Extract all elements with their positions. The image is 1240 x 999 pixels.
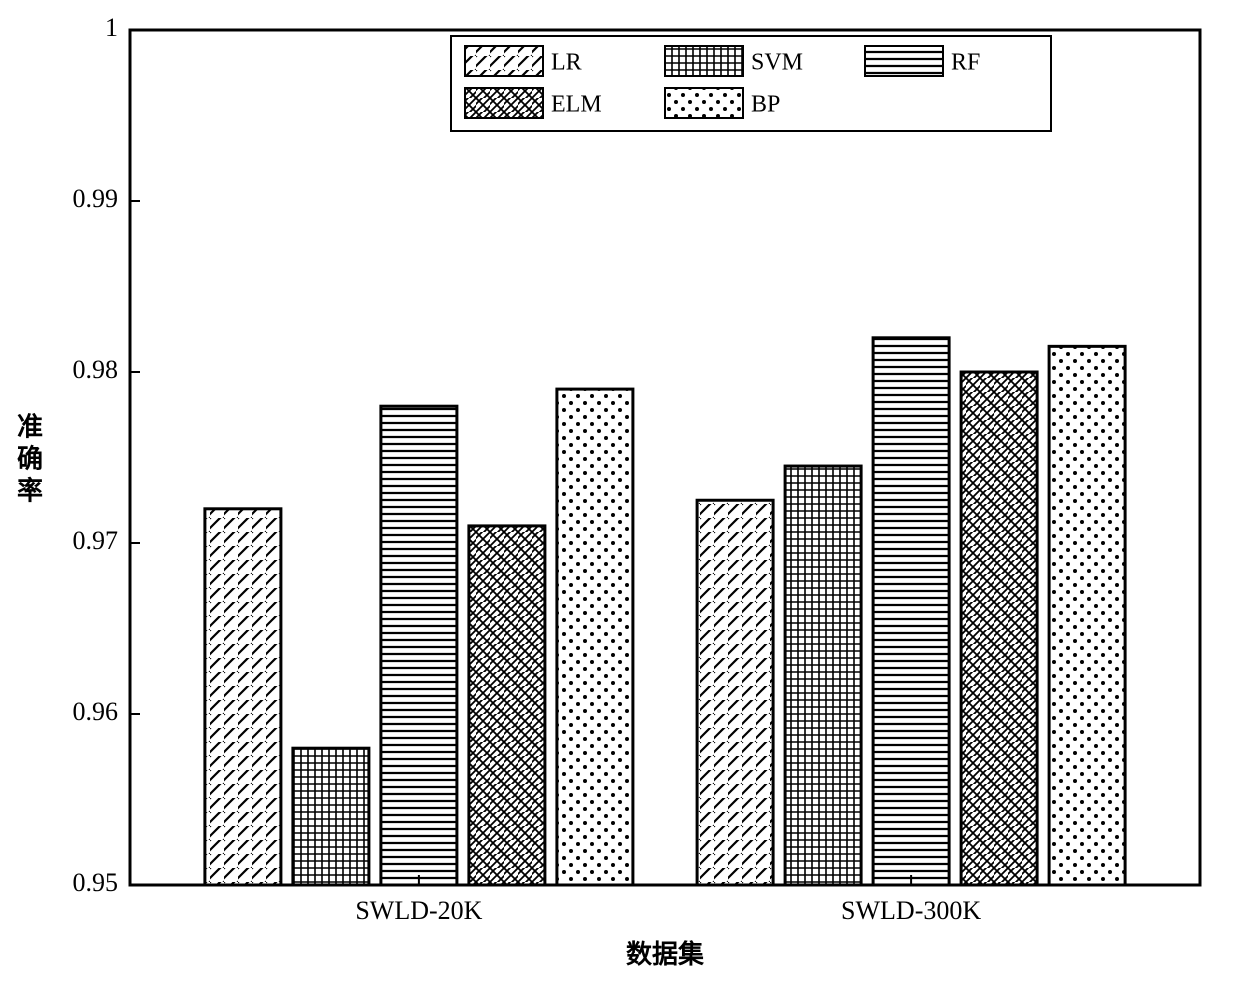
- chart-svg: 0.95 0.96 0.97 0.98 0.99 1 准确率 SWLD-20K SWLD-300…: [0, 0, 1240, 999]
- svg-text:0.96: 0.96: [73, 697, 119, 726]
- svg-text:准: 准: [17, 413, 43, 442]
- svg-text:ELM: ELM: [551, 91, 602, 117]
- bar-BP-SWLD-20K: [557, 389, 633, 885]
- bar-LR-SWLD-300K: [697, 500, 773, 885]
- svg-text:0.98: 0.98: [73, 355, 119, 384]
- bar-SVM-SWLD-20K: [293, 748, 369, 885]
- svg-text:SVM: SVM: [751, 49, 803, 75]
- svg-text:SWLD-20K: SWLD-20K: [355, 896, 482, 925]
- svg-text:率: 率: [17, 476, 43, 506]
- svg-text:SWLD-300K: SWLD-300K: [841, 896, 981, 925]
- svg-text:数据集: 数据集: [626, 939, 705, 969]
- svg-text:0.99: 0.99: [73, 184, 119, 213]
- bar-BP-SWLD-300K: [1049, 346, 1125, 885]
- bar-ELM-SWLD-300K: [961, 372, 1037, 885]
- svg-text:确: 确: [17, 444, 43, 474]
- bar-RF-SWLD-300K: [873, 338, 949, 885]
- accuracy-bar-chart: 0.95 0.96 0.97 0.98 0.99 1 准确率 SWLD-20K SWLD-300…: [0, 0, 1240, 999]
- bar-RF-SWLD-20K: [381, 406, 457, 885]
- svg-text:0.95: 0.95: [73, 868, 119, 897]
- svg-text:0.97: 0.97: [73, 526, 119, 555]
- bar-LR-SWLD-20K: [205, 509, 281, 885]
- svg-text:BP: BP: [751, 91, 780, 117]
- bar-ELM-SWLD-20K: [469, 526, 545, 885]
- svg-text:LR: LR: [551, 49, 582, 75]
- legend: LR SVM RF ELM BP: [451, 36, 1051, 131]
- svg-text:RF: RF: [951, 49, 980, 75]
- svg-text:1: 1: [105, 13, 118, 42]
- bar-SVM-SWLD-300K: [785, 466, 861, 885]
